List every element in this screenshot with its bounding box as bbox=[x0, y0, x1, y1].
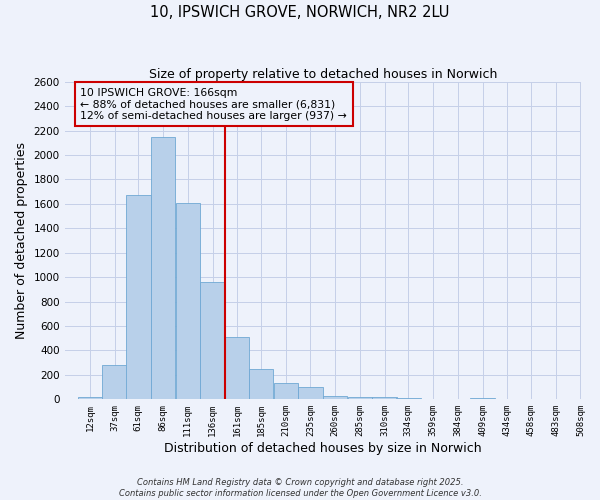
Bar bbox=[274, 384, 298, 400]
Bar bbox=[323, 396, 347, 400]
X-axis label: Distribution of detached houses by size in Norwich: Distribution of detached houses by size … bbox=[164, 442, 482, 455]
Bar bbox=[373, 397, 397, 400]
Y-axis label: Number of detached properties: Number of detached properties bbox=[15, 142, 28, 339]
Bar bbox=[103, 365, 127, 400]
Text: Contains HM Land Registry data © Crown copyright and database right 2025.
Contai: Contains HM Land Registry data © Crown c… bbox=[119, 478, 481, 498]
Bar bbox=[77, 397, 102, 400]
Bar bbox=[519, 398, 543, 400]
Bar bbox=[298, 387, 323, 400]
Text: 10 IPSWICH GROVE: 166sqm
← 88% of detached houses are smaller (6,831)
12% of sem: 10 IPSWICH GROVE: 166sqm ← 88% of detach… bbox=[80, 88, 347, 121]
Bar bbox=[347, 397, 372, 400]
Bar bbox=[176, 202, 200, 400]
Title: Size of property relative to detached houses in Norwich: Size of property relative to detached ho… bbox=[149, 68, 497, 80]
Text: 10, IPSWICH GROVE, NORWICH, NR2 2LU: 10, IPSWICH GROVE, NORWICH, NR2 2LU bbox=[151, 5, 449, 20]
Bar bbox=[396, 398, 421, 400]
Bar bbox=[126, 196, 151, 400]
Bar bbox=[544, 398, 568, 400]
Bar bbox=[200, 282, 225, 400]
Bar bbox=[470, 398, 495, 400]
Bar bbox=[249, 369, 273, 400]
Bar bbox=[151, 136, 175, 400]
Bar bbox=[225, 337, 250, 400]
